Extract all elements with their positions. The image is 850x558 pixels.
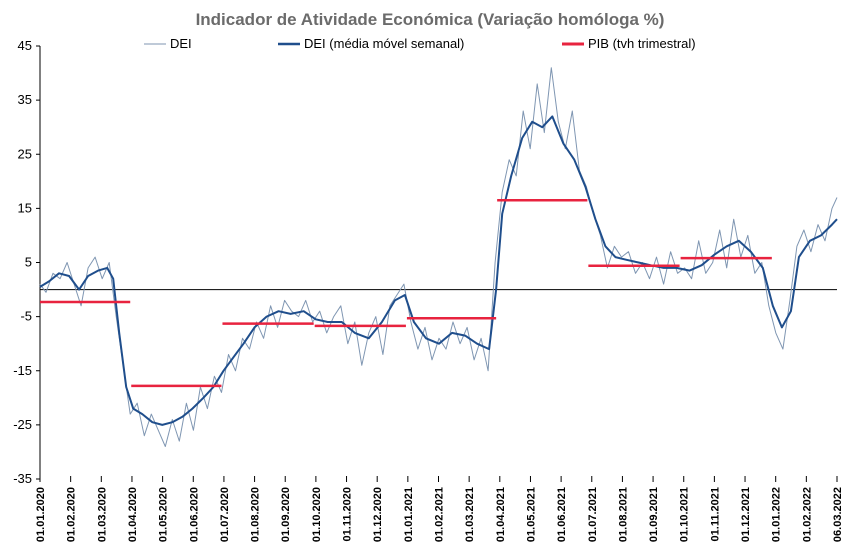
x-tick-label: 01.10.2020 xyxy=(311,487,323,542)
x-tick-label: 01.12.2021 xyxy=(740,487,752,542)
x-tick-label: 01.01.2022 xyxy=(771,487,783,542)
x-tick-label: 01.07.2020 xyxy=(219,487,231,542)
x-tick-label: 01.08.2020 xyxy=(250,487,262,542)
x-tick-label: 01.03.2021 xyxy=(464,487,476,542)
chart-title: Indicador de Atividade Económica (Variaç… xyxy=(196,10,665,29)
y-axis: 45 35 25 15 5 -5 -15 -25 -35 xyxy=(13,38,41,486)
x-tick-label: 01.05.2020 xyxy=(158,487,170,542)
y-tick-label: -5 xyxy=(20,309,32,324)
x-tick-label: 01.07.2021 xyxy=(587,487,599,542)
x-tick-label: 01.08.2021 xyxy=(617,487,629,542)
legend-label: DEI (média móvel semanal) xyxy=(304,36,464,51)
y-tick-label: 45 xyxy=(18,38,32,53)
x-tick-label: 01.04.2021 xyxy=(495,487,507,542)
x-tick-label: 01.06.2020 xyxy=(188,487,200,542)
plot-series xyxy=(39,67,838,447)
x-tick-label: 01.05.2021 xyxy=(525,487,537,542)
x-tick-label: 01.09.2021 xyxy=(648,487,660,542)
x-tick-label: 01.02.2020 xyxy=(66,487,78,542)
x-tick-label: 01.01.2021 xyxy=(403,487,415,542)
x-tick-label: 01.02.2022 xyxy=(801,487,813,542)
x-axis: 01.01.2020 01.02.2020 01.03.2020 01.04.2020… xyxy=(35,289,844,542)
legend-item: DEI xyxy=(144,36,192,51)
x-tick-label: 01.12.2020 xyxy=(372,487,384,542)
series-line-dei-ma xyxy=(39,115,838,426)
y-tick-label: -35 xyxy=(13,471,32,486)
legend-item: PIB (tvh trimestral) xyxy=(562,36,696,51)
y-tick-label: 25 xyxy=(18,146,32,161)
x-tick-label: 01.09.2020 xyxy=(280,487,292,542)
x-tick-label: 01.02.2021 xyxy=(434,487,446,542)
legend-item: DEI (média móvel semanal) xyxy=(278,36,464,51)
x-tick-label: 01.01.2020 xyxy=(35,487,47,542)
y-tick-label: 15 xyxy=(18,200,32,215)
x-tick-label: 01.10.2021 xyxy=(679,487,691,542)
y-tick-label: 35 xyxy=(18,92,32,107)
legend-label: PIB (tvh trimestral) xyxy=(588,36,696,51)
legend-label: DEI xyxy=(170,36,192,51)
x-tick-label: 01.11.2020 xyxy=(342,487,354,541)
x-tick-label: 06.03.2022 xyxy=(832,487,844,542)
y-tick-label: -15 xyxy=(13,363,32,378)
legend: DEI DEI (média móvel semanal) PIB (tvh tri… xyxy=(144,36,696,51)
series-line-dei xyxy=(39,67,838,447)
x-tick-label: 01.03.2020 xyxy=(96,487,108,542)
x-tick-label: 01.06.2021 xyxy=(556,487,568,542)
y-tick-label: -25 xyxy=(13,417,32,432)
x-tick-label: 01.04.2020 xyxy=(127,487,139,542)
x-tick-label: 01.11.2021 xyxy=(709,487,721,541)
y-tick-label: 5 xyxy=(25,255,32,270)
